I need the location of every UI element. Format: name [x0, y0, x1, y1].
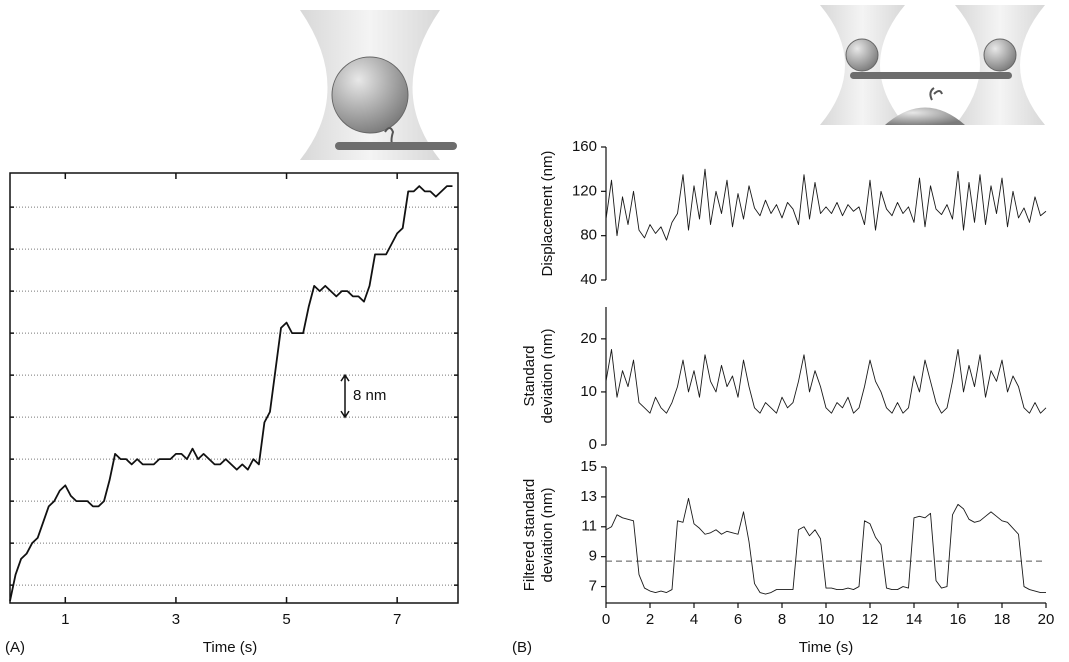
scale-bar [340, 373, 350, 419]
x-tick-label: 16 [950, 611, 967, 628]
y-tick-label: 160 [572, 138, 597, 155]
x-tick-label: 18 [994, 611, 1011, 628]
x-tick-label: 4 [690, 611, 698, 628]
x-tick-label: 2 [646, 611, 654, 628]
x-axis-label: Time (s) [203, 639, 257, 656]
y-axis-label: deviation (nm) [539, 487, 556, 582]
x-tick-label: 10 [818, 611, 835, 628]
x-tick-label: 1 [61, 611, 69, 628]
data-line [605, 497, 1046, 595]
x-tick-label: 0 [602, 611, 610, 628]
x-tick-label: 6 [734, 611, 742, 628]
y-tick-label: 7 [589, 578, 597, 595]
x-tick-label: 5 [282, 611, 290, 628]
panel-label: (A) [5, 639, 25, 656]
data-line [605, 168, 1047, 241]
x-tick-label: 7 [393, 611, 401, 628]
y-tick-label: 13 [580, 488, 597, 505]
y-tick-label: 0 [589, 436, 597, 453]
illustration-b [820, 5, 1045, 125]
y-tick-label: 11 [581, 518, 597, 535]
x-tick-label: 20 [1038, 611, 1055, 628]
x-tick-label: 3 [172, 611, 180, 628]
y-tick-label: 10 [580, 383, 597, 400]
data-line [9, 185, 453, 602]
y-axis-label: deviation (nm) [539, 328, 556, 423]
y-tick-label: 80 [580, 227, 597, 244]
y-tick-label: 15 [580, 458, 597, 475]
plot-frame [9, 172, 459, 604]
x-tick-label: 12 [862, 611, 879, 628]
y-axis-label: Displacement (nm) [539, 151, 556, 277]
y-tick-label: 40 [580, 271, 597, 288]
panel-label: (B) [512, 639, 532, 656]
y-tick-label: 9 [589, 548, 597, 565]
x-tick-label: 8 [778, 611, 786, 628]
y-tick-label: 120 [572, 182, 597, 199]
y-tick-label: 20 [580, 330, 597, 347]
scale-bar-label: 8 nm [353, 387, 386, 404]
x-tick-label: 14 [906, 611, 923, 628]
data-line [605, 349, 1047, 414]
illustration-a [300, 10, 457, 160]
y-axis-label: Standard [521, 346, 538, 407]
x-axis-label: Time (s) [799, 639, 853, 656]
y-axis-label: Filtered standard [521, 479, 538, 592]
